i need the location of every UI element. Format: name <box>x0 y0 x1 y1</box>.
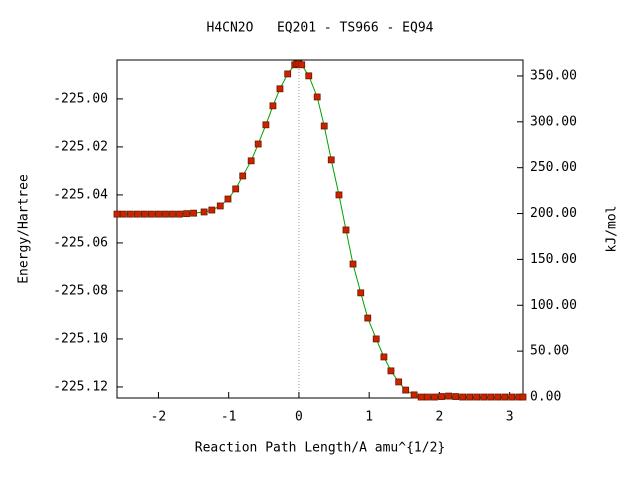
y-axis-label: Energy/Hartree <box>17 174 32 284</box>
y-tick-label: -225.00 <box>53 91 108 106</box>
data-point <box>387 367 395 375</box>
data-point <box>395 378 403 386</box>
data-point <box>480 393 488 401</box>
data-point <box>305 72 313 80</box>
data-point <box>162 210 169 218</box>
data-point <box>119 210 127 218</box>
y2-tick-label: 250.00 <box>530 160 577 175</box>
data-point <box>232 185 240 193</box>
plot-frame <box>116 59 524 399</box>
chart-title: H4CN2O EQ201 - TS966 - EQ94 <box>207 21 434 36</box>
y2-tick-label: 50.00 <box>530 344 569 359</box>
y2-tick-label: 200.00 <box>530 206 577 221</box>
data-point <box>262 121 270 129</box>
data-point <box>342 226 350 234</box>
data-point <box>239 172 247 180</box>
y-tick-label: -225.12 <box>53 379 108 394</box>
data-point <box>113 210 121 218</box>
data-point <box>313 93 321 101</box>
data-point <box>494 393 502 401</box>
data-point <box>269 102 277 110</box>
y-tick-label: -225.08 <box>53 283 108 298</box>
data-point <box>284 70 292 78</box>
data-point <box>148 210 155 218</box>
y2-tick-label: 150.00 <box>530 252 577 267</box>
x-tick-label: -1 <box>221 410 237 425</box>
data-point <box>417 393 425 401</box>
data-point <box>200 208 208 216</box>
data-point <box>438 393 445 400</box>
y-tick-label: -225.10 <box>53 331 108 346</box>
y2-tick-label: 0.00 <box>530 389 561 404</box>
x-tick-label: 1 <box>365 410 373 425</box>
data-point <box>452 393 459 400</box>
data-point <box>364 314 372 322</box>
data-point <box>508 393 516 401</box>
data-point <box>298 61 306 69</box>
data-point <box>402 386 410 394</box>
data-point <box>247 157 255 165</box>
data-point <box>445 392 452 400</box>
data-point <box>133 210 141 218</box>
data-point <box>320 122 328 130</box>
x-tick-label: 2 <box>435 410 443 425</box>
data-point <box>190 209 197 217</box>
data-point <box>466 393 474 401</box>
data-point <box>424 393 431 401</box>
data-point <box>140 210 148 218</box>
data-point <box>335 191 343 199</box>
data-point <box>380 353 388 361</box>
data-point <box>169 210 176 218</box>
data-point <box>487 393 495 401</box>
data-point <box>501 393 509 401</box>
data-point <box>327 156 335 164</box>
data-point <box>473 393 481 401</box>
data-point <box>224 195 232 203</box>
data-point <box>208 206 216 214</box>
data-point <box>431 393 438 401</box>
x-axis-label: Reaction Path Length/A amu^{1/2} <box>195 441 445 456</box>
data-point <box>459 393 466 401</box>
y-tick-label: -225.02 <box>53 139 108 154</box>
x-tick-label: 0 <box>295 410 303 425</box>
data-point <box>176 210 183 218</box>
x-tick-label: 3 <box>506 410 514 425</box>
data-point <box>349 260 357 268</box>
y2-tick-label: 100.00 <box>530 298 577 313</box>
y-tick-label: -225.06 <box>53 235 108 250</box>
data-point <box>357 289 365 297</box>
data-point <box>410 391 418 399</box>
data-point <box>183 210 190 218</box>
data-point <box>216 202 224 210</box>
data-point <box>126 210 134 218</box>
y-tick-label: -225.04 <box>53 187 108 202</box>
data-point <box>519 393 527 401</box>
data-point <box>254 140 262 148</box>
data-point <box>155 210 162 218</box>
data-point <box>276 85 284 93</box>
y2-tick-label: 350.00 <box>530 68 577 83</box>
y2-tick-label: 300.00 <box>530 114 577 129</box>
x-tick-label: -2 <box>151 410 167 425</box>
y2-axis-label: kJ/mol <box>605 206 620 253</box>
data-point <box>372 335 380 343</box>
